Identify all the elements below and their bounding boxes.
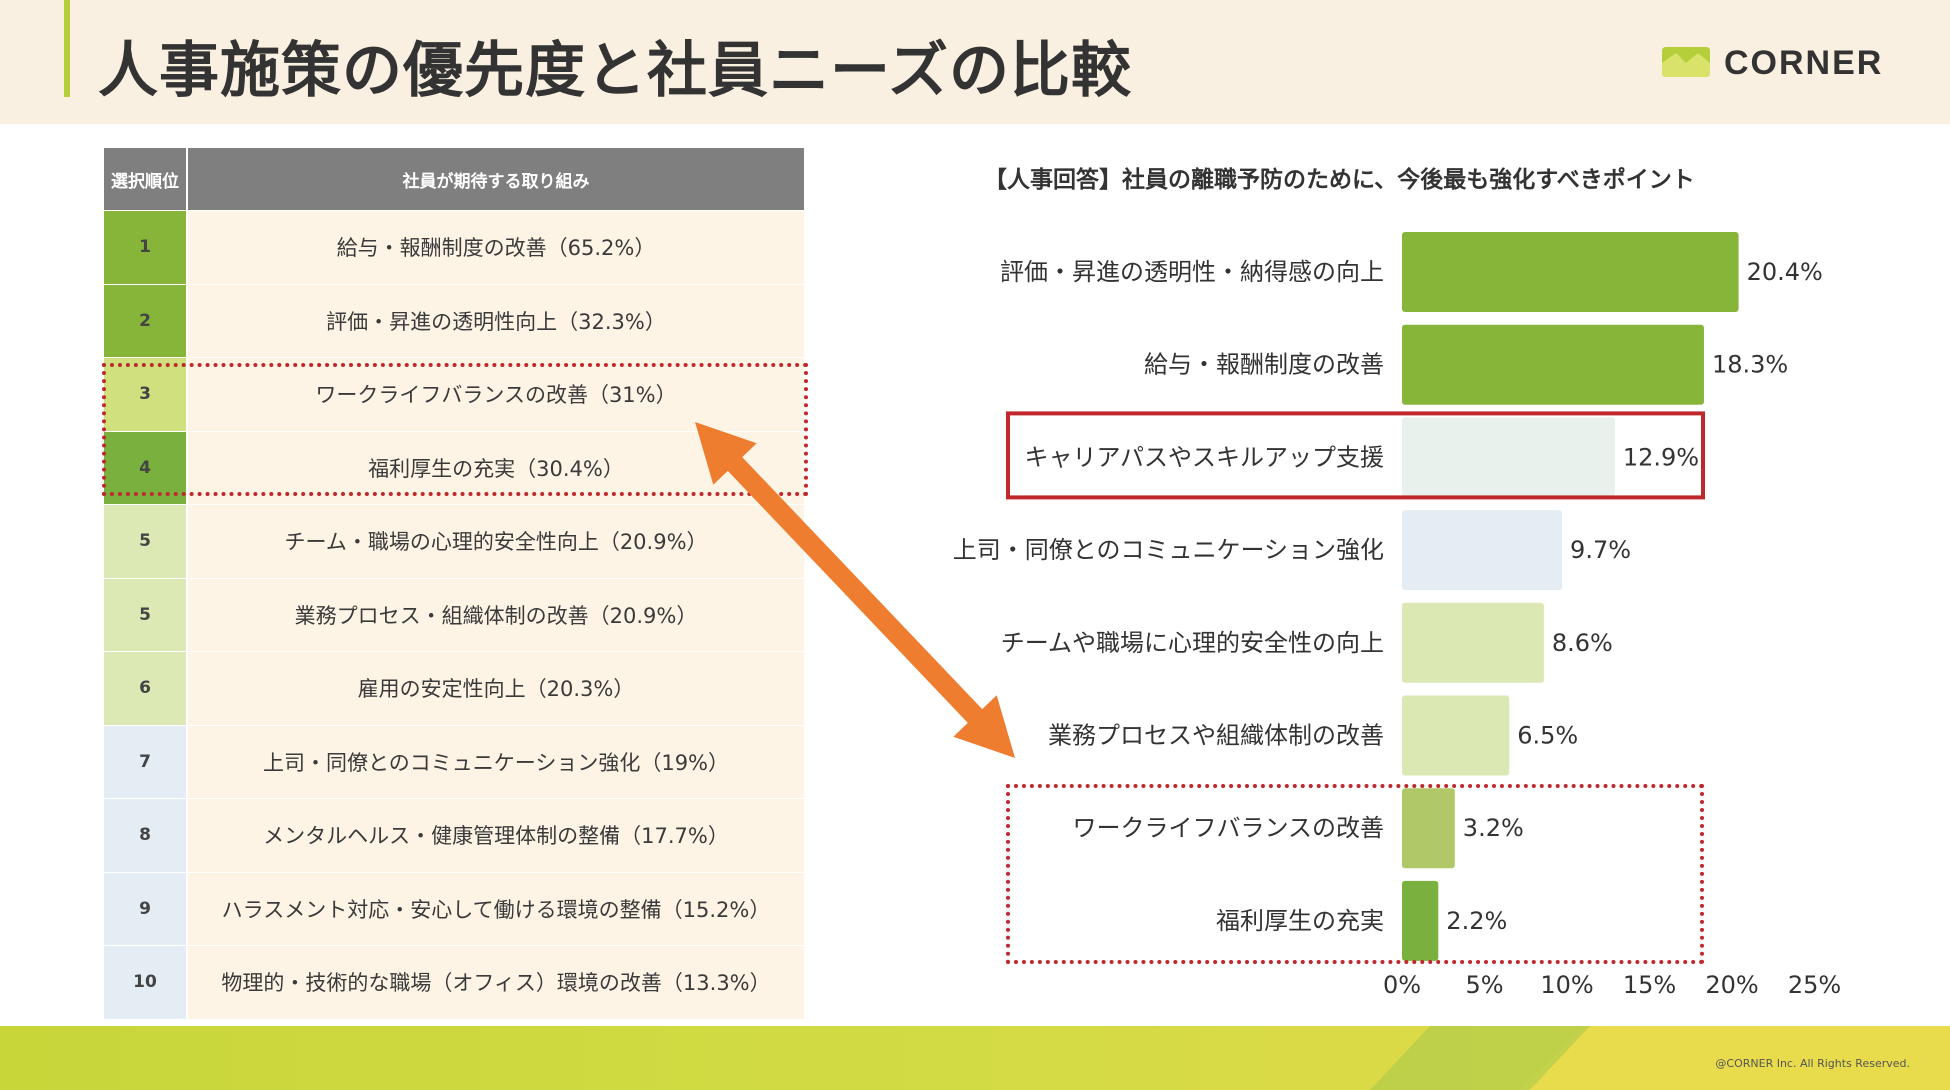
table-row: 1 給与・報酬制度の改善（65.2%） [104,210,804,284]
x-tick-label: 10% [1540,971,1593,999]
x-tick-label: 15% [1623,971,1676,999]
footer-accent-stripe [1370,1026,1590,1090]
category-label: 上司・同僚とのコミュニケーション強化 [953,536,1384,564]
item-cell: ワークライフバランスの改善（31%） [188,358,804,431]
x-tick-label: 5% [1465,971,1503,999]
table-row: 9 ハラスメント対応・安心して働ける環境の整備（15.2%） [104,871,804,945]
chart-title: 【人事回答】社員の離職予防のために、今後最も強化すべきポイント [984,167,1695,193]
value-label: 8.6% [1552,629,1613,657]
table-row: 2 評価・昇進の透明性向上（32.3%） [104,283,804,357]
page-header: 人事施策の優先度と社員ニーズの比較 CORNER [0,0,1950,124]
x-tick-label: 20% [1705,971,1758,999]
bar [1402,232,1739,312]
page-title: 人事施策の優先度と社員ニーズの比較 [98,36,1132,106]
rank-cell: 2 [104,284,188,357]
value-label: 9.7% [1570,536,1631,564]
item-cell: 評価・昇進の透明性向上（32.3%） [188,284,804,357]
copyright: @CORNER Inc. All Rights Reserved. [1715,1057,1910,1070]
value-label: 20.4% [1747,258,1823,286]
x-tick-label: 25% [1788,971,1841,999]
table-row: 10 物理的・技術的な職場（オフィス）環境の改善（13.3%） [104,945,804,1019]
bar [1402,880,1439,961]
value-label: 12.9% [1623,443,1699,471]
item-cell: 給与・報酬制度の改善（65.2%） [188,211,804,284]
highlight-box-table [102,363,808,496]
value-label: 3.2% [1463,814,1524,842]
item-cell: 物理的・技術的な職場（オフィス）環境の改善（13.3%） [188,946,804,1019]
bar [1402,324,1704,405]
item-cell: ハラスメント対応・安心して働ける環境の整備（15.2%） [188,872,804,945]
logo-mark-icon [1662,47,1710,77]
rank-cell: 7 [104,725,188,798]
item-cell: 業務プロセス・組織体制の改善（20.9%） [188,578,804,651]
category-label: 業務プロセスや組織体制の改善 [1048,722,1384,750]
bar [1402,417,1615,498]
item-cell: 雇用の安定性向上（20.3%） [188,652,804,725]
rank-cell: 3 [104,358,188,431]
table-row: 5 チーム・職場の心理的安全性向上（20.9%） [104,504,804,578]
rank-cell: 9 [104,872,188,945]
footer-accent [1520,1026,1950,1090]
bar [1402,788,1455,869]
category-label: キャリアパスやスキルアップ支援 [1024,443,1384,471]
rank-cell: 5 [104,578,188,651]
table-row: 6 雇用の安定性向上（20.3%） [104,651,804,725]
rank-cell: 1 [104,211,188,284]
table-row: 8 メンタルヘルス・健康管理体制の整備（17.7%） [104,798,804,872]
double-arrow-icon [695,422,1015,758]
table-row: 3 ワークライフバランスの改善（31%） [104,357,804,431]
rank-cell: 6 [104,652,188,725]
category-label: 給与・報酬制度の改善 [1144,351,1384,379]
table-row: 5 業務プロセス・組織体制の改善（20.9%） [104,577,804,651]
employee-expectation-table: 選択順位 社員が期待する取り組み 1 給与・報酬制度の改善（65.2%） 2 評価・昇… [104,148,804,1019]
table-row: 7 上司・同僚とのコミュニケーション強化（19%） [104,724,804,798]
item-cell: チーム・職場の心理的安全性向上（20.9%） [188,505,804,578]
arrow-shape [695,422,1015,758]
category-label: 福利厚生の充実 [1216,907,1384,935]
table-header: 選択順位 社員が期待する取り組み [104,148,804,210]
category-label: 評価・昇進の透明性・納得感の向上 [1000,258,1384,286]
header-accent-bar [64,0,70,97]
highlight-box-chart [1006,411,1705,500]
category-label: ワークライフバランスの改善 [1072,814,1384,842]
bar [1402,602,1544,683]
category-label: チームや職場に心理的安全性の向上 [1001,629,1384,657]
value-label: 2.2% [1446,907,1507,935]
rank-cell: 4 [104,431,188,504]
rank-cell: 8 [104,799,188,872]
value-label: 6.5% [1517,722,1578,750]
bar [1402,695,1510,776]
item-cell: メンタルヘルス・健康管理体制の整備（17.7%） [188,799,804,872]
x-tick-label: 0% [1383,971,1421,999]
rank-cell: 10 [104,946,188,1019]
rank-cell: 5 [104,505,188,578]
header-item: 社員が期待する取り組み [402,171,590,192]
bar [1402,510,1563,591]
value-label: 18.3% [1712,351,1788,379]
highlight-box-chart-bottom [1006,784,1704,964]
logo-text: CORNER [1724,44,1884,82]
item-cell: 上司・同僚とのコミュニケーション強化（19%） [188,725,804,798]
table-body: 1 給与・報酬制度の改善（65.2%） 2 評価・昇進の透明性向上（32.3%） 3 ワー… [104,210,804,1019]
header-rank: 選択順位 [104,148,188,210]
corner-logo: CORNER [1662,44,1892,84]
